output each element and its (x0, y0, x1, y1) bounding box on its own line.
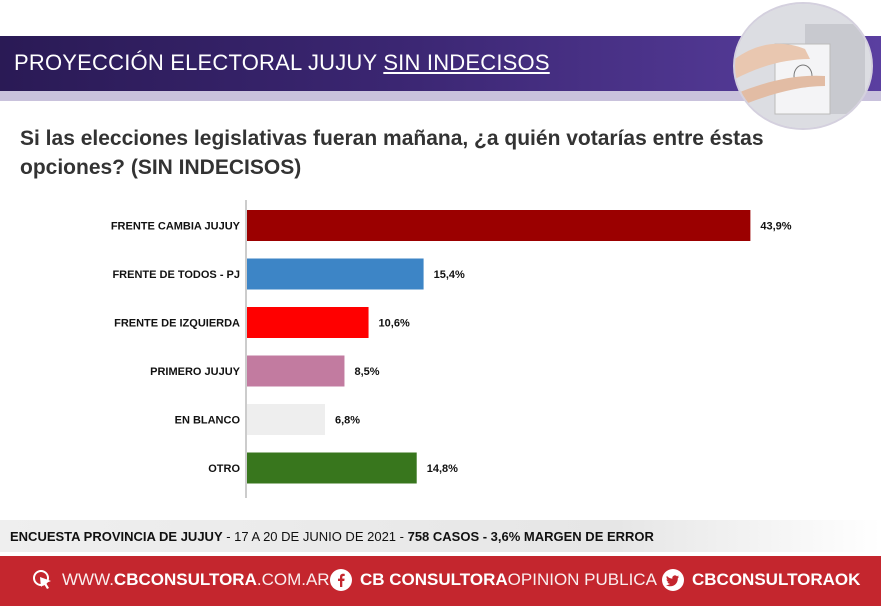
bar (247, 452, 417, 484)
bar-chart: FRENTE CAMBIA JUJUY 43,9% FRENTE DE TODOS … (111, 200, 792, 498)
web-bold: CBCONSULTORA (113, 570, 257, 589)
web-suffix: .COM.AR (256, 570, 330, 589)
cursor-click-icon (32, 569, 54, 591)
twitter-icon (662, 569, 684, 591)
value-label: 8,5% (354, 366, 379, 378)
bar (247, 404, 325, 435)
twitter-link[interactable]: CBCONSULTORAOK (662, 569, 860, 591)
survey-info: ENCUESTA PROVINCIA DE JUJUY - 17 A 20 DE… (10, 529, 654, 544)
header-strip (0, 91, 881, 101)
category-label: FRENTE CAMBIA JUJUY (111, 221, 241, 233)
twitter-handle: CBCONSULTORAOK (692, 570, 861, 589)
title-underlined: SIN INDECISOS (383, 50, 550, 75)
page-title: PROYECCIÓN ELECTORAL JUJUY SIN INDECISOS (14, 50, 550, 76)
survey-label: ENCUESTA PROVINCIA DE JUJUY (10, 529, 223, 544)
title-main: PROYECCIÓN ELECTORAL JUJUY (14, 50, 384, 75)
bars-group: FRENTE CAMBIA JUJUY 43,9% FRENTE DE TODOS … (111, 210, 792, 484)
website-link[interactable]: WWW. CBCONSULTORA .COM.AR (32, 569, 330, 591)
ballot-box-photo (733, 2, 873, 130)
category-label: OTRO (208, 463, 240, 475)
facebook-name: CB CONSULTORA (360, 570, 508, 589)
survey-cases: 758 CASOS - 3,6% MARGEN DE ERROR (407, 529, 654, 544)
value-label: 14,8% (427, 463, 458, 475)
category-label: FRENTE DE IZQUIERDA (114, 318, 240, 330)
category-label: FRENTE DE TODOS - PJ (112, 269, 240, 281)
value-label: 15,4% (434, 269, 465, 281)
facebook-icon (330, 569, 352, 591)
value-label: 43,9% (760, 221, 791, 233)
survey-dates: - 17 A 20 DE JUNIO DE 2021 - (222, 529, 408, 544)
web-prefix: WWW. (62, 570, 114, 589)
bar (247, 210, 751, 241)
value-label: 6,8% (335, 415, 360, 427)
category-label: EN BLANCO (175, 415, 241, 427)
footer-info-band (0, 520, 881, 552)
bar (247, 355, 345, 387)
bar (247, 258, 424, 290)
facebook-desc: OPINION PUBLICA (507, 570, 657, 589)
bar (247, 307, 369, 338)
facebook-link[interactable]: CB CONSULTORA OPINION PUBLICA (330, 569, 657, 591)
footer-social-band (0, 556, 881, 606)
value-label: 10,6% (379, 318, 410, 330)
category-label: PRIMERO JUJUY (150, 366, 241, 378)
survey-question: Si las elecciones legislativas fueran ma… (20, 127, 764, 179)
